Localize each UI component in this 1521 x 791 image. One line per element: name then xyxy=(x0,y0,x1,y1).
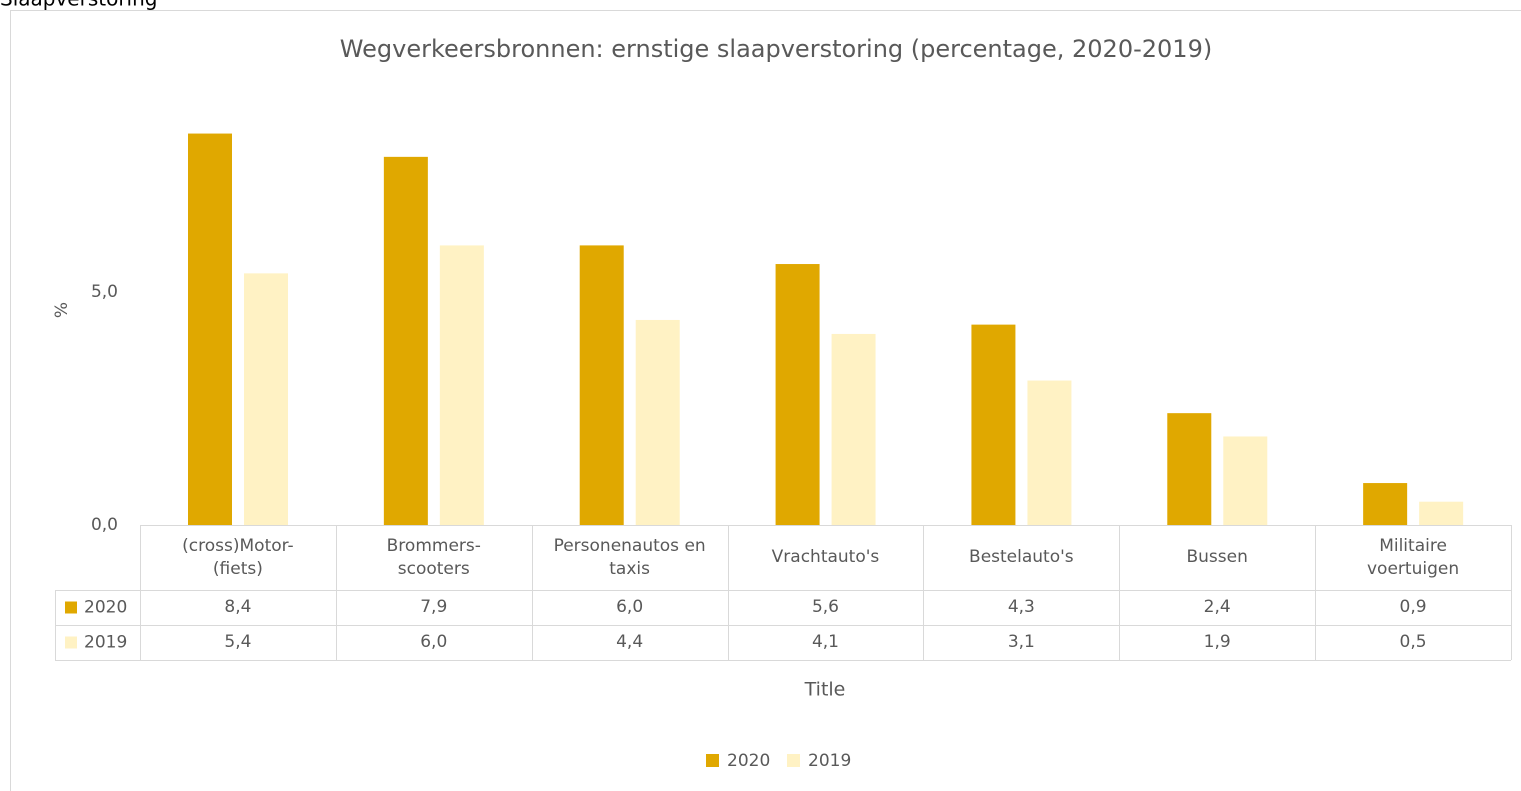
data-table-value: 1,9 xyxy=(1203,632,1231,652)
x-tick-label-box: Bussen xyxy=(1186,547,1248,567)
data-table-value: 5,4 xyxy=(224,632,252,652)
bar xyxy=(1167,413,1212,525)
data-table-value: 6,0 xyxy=(616,597,644,617)
row-header: 2019 xyxy=(84,633,127,653)
data-table-value-box: 5,4 xyxy=(224,632,252,652)
bar xyxy=(635,319,680,525)
data-table-value-box: 7,9 xyxy=(420,597,448,617)
data-table-value: 0,5 xyxy=(1399,632,1427,652)
bar xyxy=(1223,436,1268,525)
x-tick-label-box: Personenautos en taxis xyxy=(553,535,706,579)
bar xyxy=(831,333,876,525)
legend-key xyxy=(787,754,800,767)
legend-key xyxy=(706,754,719,767)
data-table-value: 3,1 xyxy=(1007,632,1035,652)
bar xyxy=(1419,501,1464,525)
x-axis-title: Title xyxy=(804,679,846,701)
data-table-value-box: 3,1 xyxy=(1007,632,1035,652)
bar xyxy=(775,264,820,525)
data-table-value: 0,9 xyxy=(1399,597,1427,617)
bar xyxy=(244,273,288,525)
data-table-value-box: 1,9 xyxy=(1203,632,1231,652)
y-axis-title: % xyxy=(52,302,72,318)
chart-border xyxy=(10,10,1521,791)
data-table-value: 5,6 xyxy=(811,597,839,617)
legend-label: 2019 xyxy=(808,751,851,771)
bar xyxy=(439,245,484,525)
data-table-value-box: 2,4 xyxy=(1203,597,1231,617)
data-table-value: 2,4 xyxy=(1203,597,1231,617)
legend-label: 2020 xyxy=(727,751,770,771)
data-table-value-box: 0,5 xyxy=(1399,632,1427,652)
data-table-value-box: 6,0 xyxy=(616,597,644,617)
data-table-value-box: 0,9 xyxy=(1399,597,1427,617)
x-tick-label: Bestelauto's xyxy=(969,547,1074,567)
x-tick-label-box: Bestelauto's xyxy=(969,547,1074,567)
x-tick-label: Brommers- scooters xyxy=(386,535,481,579)
data-table-value: 8,4 xyxy=(224,597,252,617)
bar xyxy=(383,156,428,526)
row-header: 2020 xyxy=(84,598,127,618)
bar xyxy=(188,133,232,525)
data-table-value-box: 4,3 xyxy=(1007,597,1035,617)
x-tick-label-box: Vrachtauto's xyxy=(771,547,880,567)
data-table-value: 6,0 xyxy=(420,632,448,652)
data-table-value-box: 6,0 xyxy=(420,632,448,652)
x-tick-label: Personenautos en taxis xyxy=(553,535,706,579)
x-tick-label-box: Brommers- scooters xyxy=(386,535,481,579)
data-table-value: 4,1 xyxy=(811,632,839,652)
data-table-value: 4,3 xyxy=(1007,597,1035,617)
x-tick-label: Vrachtauto's xyxy=(771,547,880,567)
bar xyxy=(971,324,1016,525)
data-table-value-box: 8,4 xyxy=(224,597,252,617)
page-heading: Slaapverstoring xyxy=(0,0,157,11)
x-tick-label: Militaire voertuigen xyxy=(1367,535,1460,579)
bar xyxy=(579,245,624,525)
legend-key xyxy=(65,636,77,649)
x-tick-label: Bussen xyxy=(1186,547,1248,567)
bar xyxy=(1027,380,1072,525)
data-table-value-box: 4,1 xyxy=(811,632,839,652)
legend-key xyxy=(65,601,77,614)
y-tick-label: 0,0 xyxy=(91,515,118,535)
x-tick-label-box: (cross)Motor- (fiets) xyxy=(182,535,294,579)
x-tick-label: (cross)Motor- (fiets) xyxy=(182,535,294,579)
y-tick-label: 5,0 xyxy=(91,282,118,302)
data-table-value: 4,4 xyxy=(616,632,644,652)
x-tick-label-box: Militaire voertuigen xyxy=(1367,535,1460,579)
data-table-value-box: 5,6 xyxy=(811,597,839,617)
bar xyxy=(1363,483,1408,525)
chart-title: Wegverkeersbronnen: ernstige slaapversto… xyxy=(340,35,1212,63)
data-table-value-box: 4,4 xyxy=(616,632,644,652)
data-table-value: 7,9 xyxy=(420,597,448,617)
